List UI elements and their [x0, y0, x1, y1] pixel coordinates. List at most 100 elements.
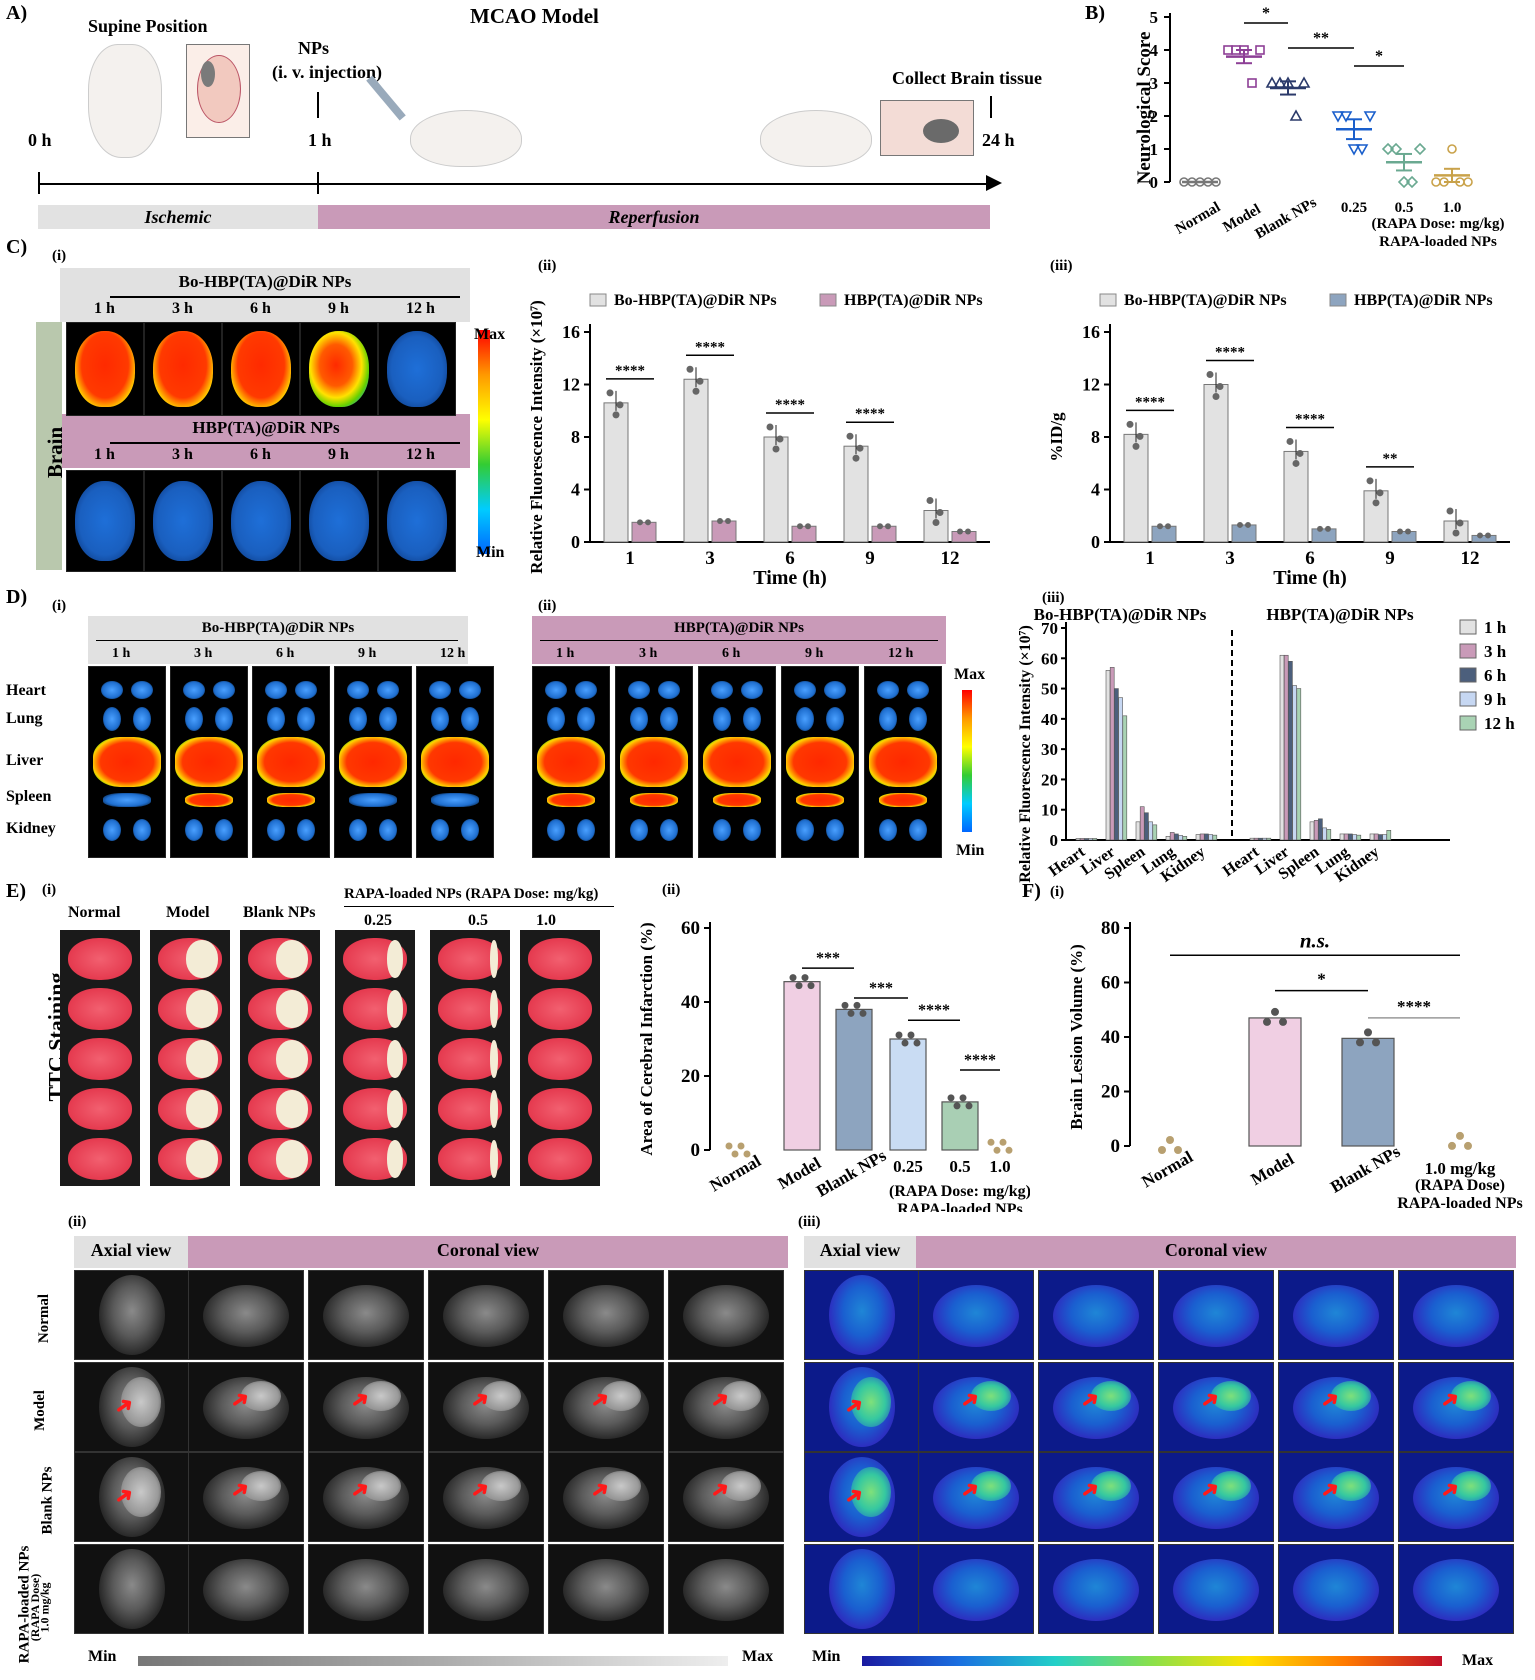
f-ii-mri-tile: ➜: [668, 1362, 784, 1452]
b-x-ticklabel: 1.0: [1443, 200, 1462, 216]
d3-bar: [1079, 838, 1085, 841]
c-bo-brain-signal: [387, 331, 447, 407]
f-ii-lesion: [601, 1471, 641, 1501]
f-iii-coronal-header: [916, 1236, 1516, 1268]
e2-ylabel: Area of Cerebral Infarction (%): [637, 922, 656, 1155]
e-ttc-infarct: [490, 990, 498, 1028]
f-ii-lesion: [121, 1467, 161, 1517]
panel-b-group-name: RAPA-loaded NPs: [1379, 234, 1497, 250]
f-iii-mri-tile: [1038, 1544, 1154, 1634]
f-iii-brain: [933, 1559, 1019, 1621]
e-ttc-column: [335, 930, 415, 1186]
f-iii-mri-tile: ➜: [1038, 1452, 1154, 1542]
panel-c-label: C): [6, 236, 28, 258]
e-dose-1: 0.25: [364, 912, 392, 929]
c3-point: [1296, 449, 1304, 457]
e-ttc-slice: [68, 988, 132, 1030]
f-iii-coronal-text: Coronal view: [1164, 1240, 1268, 1260]
panel-d-iii: (iii): [1042, 590, 1065, 606]
d3-bar: [1339, 833, 1345, 841]
d3-bar: [1296, 688, 1302, 841]
f1-y-ticklabel: 20: [1101, 1082, 1120, 1103]
f-ii-mri-tile: [428, 1270, 544, 1360]
c2-bar-bo: [683, 378, 709, 543]
e2-x-ticklabel: 1.0: [989, 1157, 1010, 1176]
d-heart-signal: [741, 681, 763, 699]
c2-bar-hbp: [711, 520, 737, 543]
f1-x-ticklabel: Blank NPs: [1327, 1142, 1404, 1197]
panel-b-label: B): [1085, 2, 1105, 24]
d-lung-signal: [379, 707, 397, 731]
e2-point: [841, 1001, 849, 1009]
f-ii-coronal-text: Coronal view: [436, 1240, 540, 1260]
f-iii-mri-tile: [1278, 1544, 1394, 1634]
panel-b-group-note: (RAPA Dose: mg/kg): [1371, 216, 1504, 232]
c-bo-image-tile: [300, 322, 378, 416]
c2-point: [772, 445, 780, 453]
f1-point: [1158, 1146, 1166, 1154]
panel-d-iii-chart: Bo-HBP(TA)@DiR NPs HBP(TA)@DiR NPs 0 10 20 30…: [1017, 605, 1515, 886]
e-ttc-infarct: [387, 1090, 403, 1128]
b-sig-label: *: [1262, 5, 1270, 22]
panel-c-ii: (ii): [538, 258, 557, 274]
d-kidney-signal: [133, 819, 151, 841]
f-ii-lesion: [601, 1381, 641, 1411]
d-kidney-signal: [547, 819, 565, 841]
d-lung-signal: [215, 707, 233, 731]
d3-bar: [1135, 821, 1141, 841]
arrow-24h: [990, 96, 992, 118]
d-spleen-signal: [547, 793, 595, 807]
d-heart-signal: [907, 681, 929, 699]
d-heart-signal: [877, 681, 899, 699]
d3-bar: [1169, 832, 1175, 841]
d-kidney-signal: [909, 819, 927, 841]
f1-y-ticklabel: 60: [1101, 973, 1120, 994]
d3-bar: [1092, 838, 1098, 841]
f-iii-mri-tile: ➜: [1278, 1362, 1394, 1452]
c2-point: [776, 435, 784, 443]
c3-point: [1376, 489, 1384, 497]
d-time-label: 1 h: [112, 646, 131, 661]
d-header-hbp-text: HBP(TA)@DiR NPs: [674, 620, 804, 636]
d-heart-signal: [183, 681, 205, 699]
d3-bar: [1322, 827, 1327, 841]
c2-bar-hbp: [951, 531, 977, 543]
f-iii-axial-text: Axial view: [819, 1240, 901, 1260]
d3-legend-label: 12 h: [1484, 714, 1515, 733]
e-ttc-slice: [438, 988, 502, 1030]
f-iii-brain: [1293, 1559, 1379, 1621]
f-iii-min: Min: [812, 1648, 841, 1665]
c2-bar-hbp: [631, 521, 657, 543]
b-y-ticklabel: 1: [1150, 140, 1159, 159]
e2-y-ticklabel: 20: [681, 1066, 700, 1087]
d3-y-ticklabel: 40: [1041, 710, 1058, 729]
c3-point: [1397, 528, 1403, 535]
d3-bar: [1382, 834, 1387, 841]
e2-point: [847, 1009, 855, 1017]
e2-sig-label: ***: [816, 950, 840, 967]
c2-point: [612, 411, 620, 419]
d-kidney-signal: [577, 819, 595, 841]
b-y-ticklabel: 3: [1150, 74, 1159, 93]
b-y-ticklabel: 2: [1150, 107, 1159, 126]
d3-bar: [1174, 833, 1179, 841]
f-iii-brain: [1173, 1285, 1259, 1347]
e-ttc-infarct: [276, 1090, 308, 1128]
d-lung-signal: [743, 707, 761, 731]
c3-bar-hbp: [1311, 528, 1337, 543]
d-liver-signal: [421, 737, 489, 787]
d3-bar: [1313, 820, 1319, 841]
d-organ-label: Heart: [6, 682, 46, 699]
f-iii-lesion: [851, 1467, 891, 1517]
f1-point: [1456, 1131, 1464, 1140]
e2-point: [795, 982, 803, 990]
f-ii-brain: [323, 1559, 409, 1621]
f1-point: [1279, 1017, 1287, 1026]
c-header-bo-text: Bo-HBP(TA)@DiR NPs: [178, 272, 352, 291]
c-hbp-image-tile: [378, 470, 456, 572]
c2-xlabel: Time (h): [753, 567, 827, 589]
c3-y-ticklabel: 8: [1091, 427, 1100, 447]
d3-bar: [1212, 834, 1218, 841]
d-lung-signal: [826, 707, 844, 731]
